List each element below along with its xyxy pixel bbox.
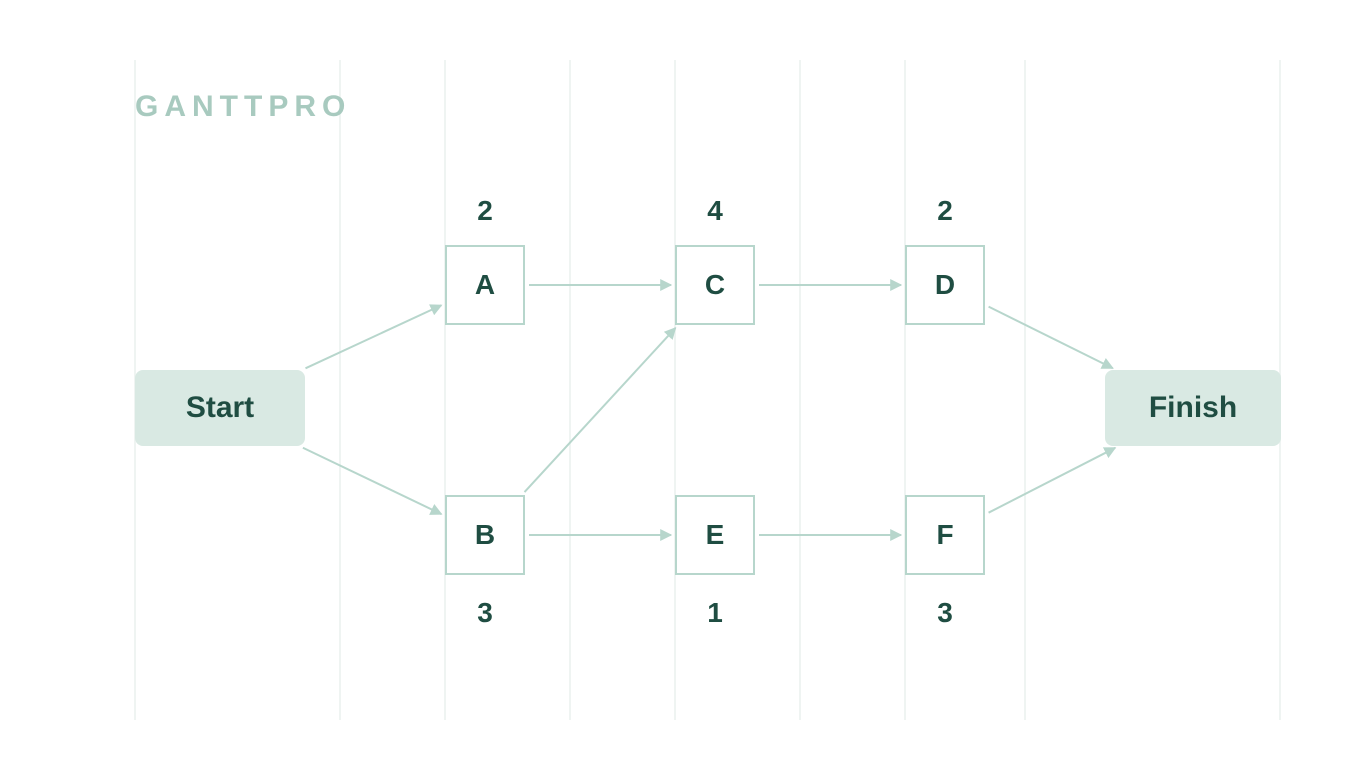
node-label: B [475, 519, 495, 551]
node-label: Finish [1149, 391, 1237, 425]
duration-label-A: 2 [445, 195, 525, 227]
duration-label-C: 4 [675, 195, 755, 227]
node-label: E [706, 519, 725, 551]
node-label: F [936, 519, 953, 551]
terminal-node-finish: Finish [1105, 370, 1281, 446]
node-label: A [475, 269, 495, 301]
brand-logo: GANTTPRO [135, 90, 351, 124]
duration-label-F: 3 [905, 597, 985, 629]
node-label: C [705, 269, 725, 301]
task-node-F: F [905, 495, 985, 575]
duration-label-B: 3 [445, 597, 525, 629]
task-node-E: E [675, 495, 755, 575]
duration-label-E: 1 [675, 597, 755, 629]
terminal-node-start: Start [135, 370, 305, 446]
task-node-A: A [445, 245, 525, 325]
node-label: D [935, 269, 955, 301]
task-node-D: D [905, 245, 985, 325]
diagram-canvas: GANTTPRO Start Finish A 2 C 4 D 2 B 3 E 1 F 3 [0, 0, 1368, 768]
task-node-B: B [445, 495, 525, 575]
task-node-C: C [675, 245, 755, 325]
duration-label-D: 2 [905, 195, 985, 227]
node-label: Start [186, 391, 254, 425]
